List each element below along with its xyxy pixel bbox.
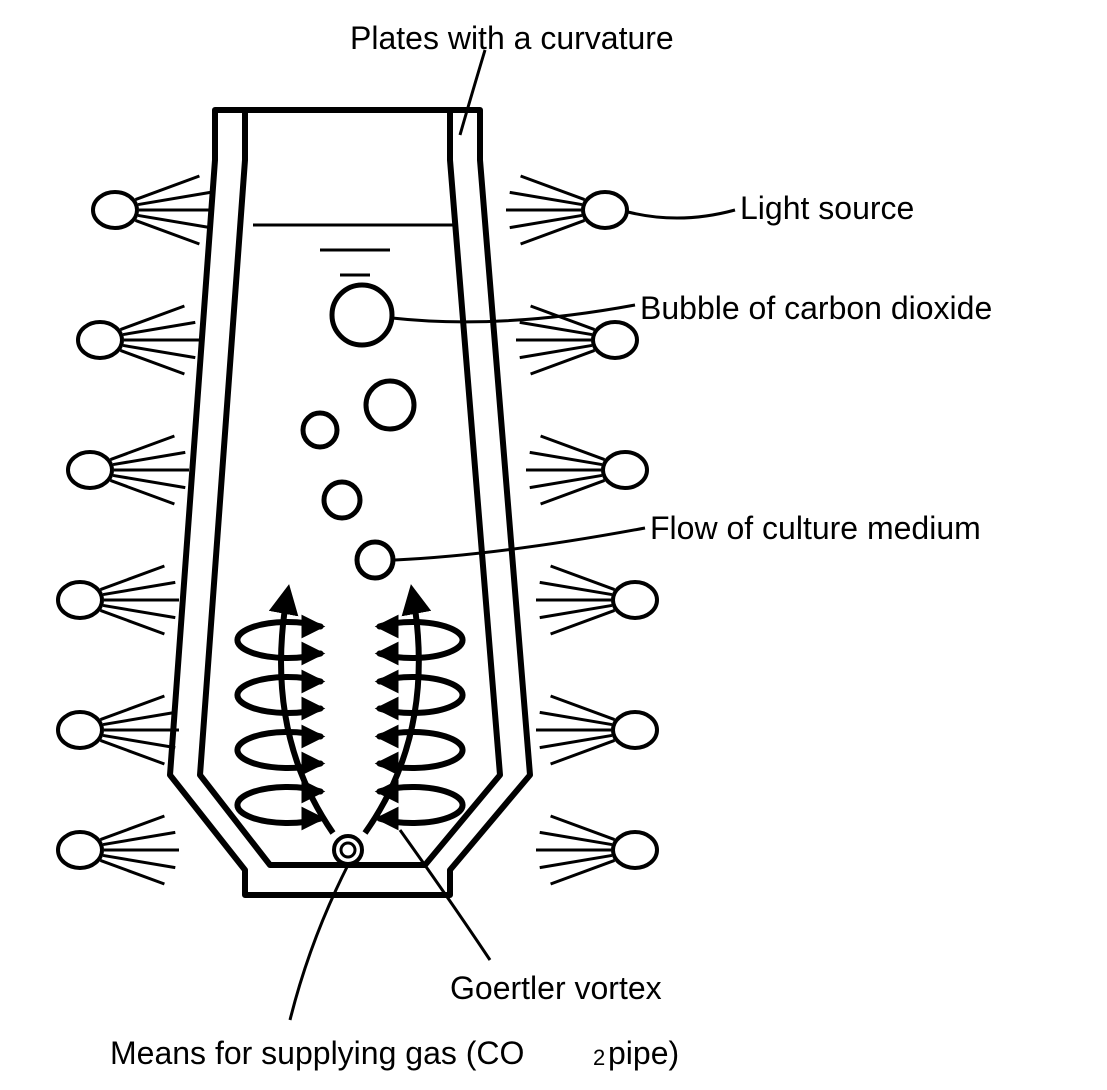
light-source-icon — [613, 832, 657, 868]
bubble — [332, 285, 392, 345]
bubble — [366, 381, 414, 429]
vortex-loop — [237, 732, 320, 768]
leader-gas — [290, 865, 348, 1020]
diagram-svg — [0, 0, 1107, 1090]
bubble — [324, 482, 360, 518]
light-source-icon — [58, 582, 102, 618]
vortex-loop — [380, 732, 463, 768]
light-source-icon — [613, 712, 657, 748]
gas-pipe-inner — [341, 843, 355, 857]
light-source-icon — [68, 452, 112, 488]
light-source-icon — [78, 322, 122, 358]
light-source-icon — [603, 452, 647, 488]
diagram-canvas: Plates with a curvature Light source Bub… — [0, 0, 1107, 1090]
bubble — [303, 413, 337, 447]
light-source-icon — [58, 832, 102, 868]
leader-bubble — [392, 305, 635, 322]
light-source-icon — [613, 582, 657, 618]
light-source-icon — [93, 192, 137, 228]
light-source-icon — [583, 192, 627, 228]
leader-light — [628, 210, 735, 218]
leader-flow — [395, 528, 645, 560]
bubble — [357, 542, 393, 578]
gas-pipe-outer — [334, 836, 362, 864]
light-source-icon — [593, 322, 637, 358]
vessel-inner — [200, 110, 500, 865]
light-source-icon — [58, 712, 102, 748]
